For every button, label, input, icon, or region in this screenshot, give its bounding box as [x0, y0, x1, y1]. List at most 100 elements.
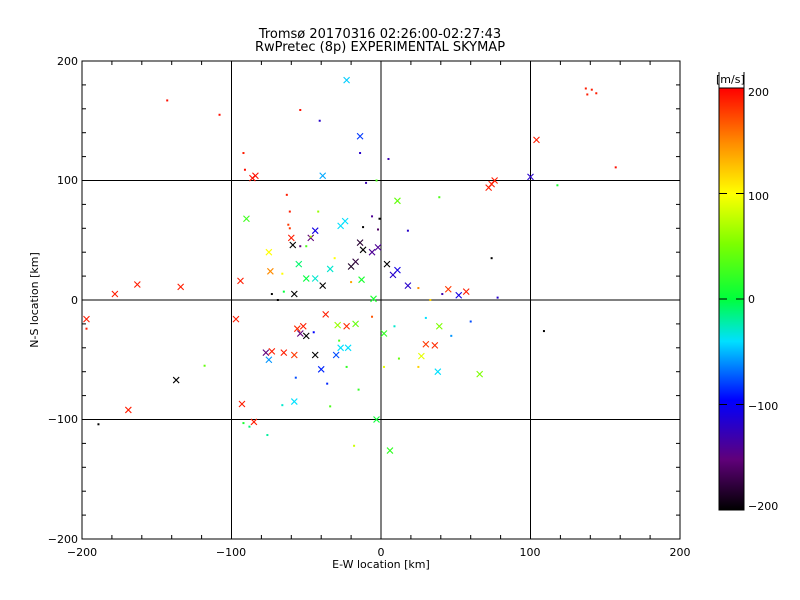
data-point-cross [332, 351, 340, 359]
data-point-dot [299, 245, 302, 248]
data-point-cross [476, 370, 484, 378]
data-point-dot [469, 320, 472, 323]
data-point-cross [380, 330, 388, 337]
data-point-cross [290, 398, 298, 405]
data-point-cross [311, 351, 319, 359]
data-point-cross [359, 246, 367, 254]
data-point-dot [382, 365, 385, 368]
data-point-cross [491, 177, 499, 184]
y-axis-label: N-S location [km] [28, 252, 41, 348]
data-point-cross [293, 325, 301, 333]
data-point-dot [590, 88, 593, 91]
y-tick-label: −100 [48, 413, 78, 426]
data-point-dot [288, 210, 291, 213]
data-point-dot [375, 179, 378, 182]
data-point-dot [329, 405, 332, 408]
data-point-cross [317, 365, 325, 373]
data-point-cross [250, 418, 258, 426]
x-tick-label: 200 [670, 546, 691, 559]
data-point-dot [266, 434, 269, 437]
x-tick-label: 0 [378, 546, 385, 559]
data-point-dot [417, 365, 420, 368]
data-point-cross [344, 344, 352, 352]
colorbar-tick-label: 100 [748, 190, 769, 203]
data-point-dot [429, 299, 432, 301]
data-point-dot [285, 193, 288, 196]
data-point-dot [359, 152, 362, 155]
data-point-cross [290, 290, 298, 298]
data-point-cross [343, 322, 351, 330]
data-point-cross [434, 368, 442, 376]
data-point-cross [238, 400, 246, 408]
data-point-dot [614, 166, 617, 169]
data-point-cross [295, 260, 303, 268]
colorbar-tick-label: −200 [748, 500, 778, 513]
data-point-dot [424, 316, 427, 319]
data-point-cross [417, 352, 425, 360]
colorbar-ticks [719, 87, 744, 511]
data-point-dot [450, 334, 453, 337]
data-point-cross [435, 322, 443, 330]
data-point-cross [311, 275, 319, 282]
data-point-cross [527, 173, 534, 181]
data-point-cross [289, 241, 297, 249]
data-point-cross [287, 234, 295, 242]
data-point-dot [357, 388, 360, 391]
data-point-cross [422, 340, 430, 348]
data-point-dot [166, 99, 169, 102]
data-point-cross [358, 276, 365, 284]
data-point-dot [350, 281, 353, 284]
data-point-dot [378, 217, 381, 220]
data-point-cross [383, 260, 391, 268]
data-point-cross [386, 447, 394, 454]
data-point-cross [455, 291, 463, 299]
grid-lines [82, 61, 680, 539]
data-point-cross [337, 222, 345, 230]
data-point-dot [85, 327, 88, 330]
data-point-dot [97, 423, 100, 426]
data-point-dot [584, 87, 587, 90]
data-point-dot [318, 119, 321, 122]
data-point-cross [290, 351, 298, 359]
data-point-cross [319, 282, 327, 290]
data-point-cross [296, 330, 304, 337]
data-point-dot [371, 215, 374, 218]
x-tick-label: 100 [520, 546, 541, 559]
y-tick-label: 200 [57, 55, 78, 68]
data-point-cross [326, 265, 334, 273]
data-point-cross [177, 283, 185, 291]
data-point-dot [317, 210, 320, 213]
data-point-cross [389, 271, 397, 279]
data-point-dot [406, 229, 409, 232]
data-point-dot [353, 444, 356, 447]
data-point-dot [305, 245, 308, 248]
data-point-dot [270, 293, 273, 296]
data-point-cross [374, 244, 382, 251]
data-point-dot [326, 382, 329, 385]
data-point-cross [343, 76, 351, 84]
x-tick-label: −100 [216, 546, 246, 559]
colorbar-label: [m/s] [716, 73, 745, 86]
data-point-cross [368, 248, 376, 256]
data-point-cross [243, 215, 250, 223]
data-point-dot [282, 290, 285, 293]
data-point-dot [393, 325, 396, 328]
data-point-dot [294, 376, 297, 379]
x-tick-label: −200 [67, 546, 97, 559]
data-point-dot [371, 315, 374, 318]
data-point-cross [356, 132, 364, 140]
data-point-cross [262, 349, 270, 356]
tick-marks [81, 60, 681, 540]
data-point-cross [322, 310, 330, 318]
data-point-cross [232, 315, 240, 323]
data-point-cross [266, 267, 274, 275]
data-point-cross [307, 234, 315, 242]
data-point-dot [242, 422, 245, 425]
data-point-cross [404, 282, 412, 290]
colorbar-label-frame [718, 72, 745, 88]
data-point-dot [441, 293, 444, 296]
data-point-dot [333, 257, 336, 260]
data-point-dot [281, 272, 284, 275]
y-tick-label: 100 [57, 174, 78, 187]
data-point-cross [237, 277, 244, 285]
